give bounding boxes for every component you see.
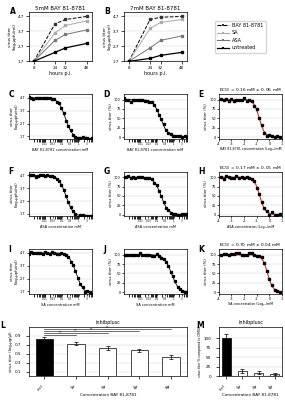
Y-axis label: virus titer (%): virus titer (%) [204,180,208,208]
X-axis label: BAY 81-8781 concentration mM: BAY 81-8781 concentration mM [32,148,88,152]
Y-axis label: virus titer (%): virus titer (%) [109,258,113,285]
Bar [238,371,247,376]
Text: M: M [197,321,204,330]
Text: E: E [198,90,204,98]
X-axis label: Concentration BAY 81-8781: Concentration BAY 81-8781 [222,393,279,397]
Text: **: ** [58,330,62,334]
Bar [222,338,231,376]
Text: C: C [8,90,14,98]
Y-axis label: virus titer
(log₂μpfu/ml): virus titer (log₂μpfu/ml) [10,181,19,207]
X-axis label: Concentration BAY 81-8781: Concentration BAY 81-8781 [80,393,136,397]
Text: **: ** [74,329,78,333]
Text: I: I [8,245,11,254]
X-axis label: SA concentration mM: SA concentration mM [41,303,80,307]
X-axis label: ASA concentration mM: ASA concentration mM [135,225,176,229]
Bar [99,348,117,376]
Title: EC$_{50}$ = 0.70 mM ± 0.04 mM: EC$_{50}$ = 0.70 mM ± 0.04 mM [219,242,282,249]
Text: L: L [0,321,5,330]
Y-axis label: virus titer (%): virus titer (%) [204,258,208,285]
Y-axis label: virus titer (%): virus titer (%) [109,103,113,130]
Text: B: B [105,7,110,16]
Title: EC$_{50}$ = 0.16 mM ± 0.06 mM: EC$_{50}$ = 0.16 mM ± 0.06 mM [219,86,282,94]
Y-axis label: virus titer
(log₂μpfu/ml): virus titer (log₂μpfu/ml) [8,23,17,50]
Y-axis label: virus titer
(log₂μpfu/ml): virus titer (log₂μpfu/ml) [103,23,111,50]
Title: 5mM BAY 81-8781: 5mM BAY 81-8781 [35,6,86,11]
X-axis label: hours p.i.: hours p.i. [49,71,72,76]
Bar [67,344,85,376]
Y-axis label: virus titer
(log₂μpfu/ml): virus titer (log₂μpfu/ml) [10,259,19,284]
Bar [254,372,263,376]
Title: EC$_{50}$ = 0.17 mM ± 0.05 mM: EC$_{50}$ = 0.17 mM ± 0.05 mM [219,164,282,172]
Title: inhibplusc: inhibplusc [95,320,120,325]
Text: H: H [198,167,205,176]
Text: **: ** [106,325,109,329]
Y-axis label: virus titer % compared to DMSO: virus titer % compared to DMSO [198,326,202,377]
X-axis label: ASA concentration (Log₁₀)mM: ASA concentration (Log₁₀)mM [227,225,274,229]
Y-axis label: virus titer
(log₂μpfu/ml): virus titer (log₂μpfu/ml) [10,104,19,129]
Text: **: ** [90,327,94,331]
Bar [131,350,148,376]
Bar [162,357,180,376]
Bar [36,339,53,376]
X-axis label: SA concentration (Log₁₀)mM: SA concentration (Log₁₀)mM [228,302,273,306]
Y-axis label: virus titer (log₂μg/μl): virus titer (log₂μg/μl) [9,331,13,372]
Text: K: K [198,245,204,254]
Text: F: F [8,167,13,176]
Text: G: G [103,167,109,176]
Title: 7mM BAY 81-8781: 7mM BAY 81-8781 [130,6,180,11]
Text: D: D [103,90,110,98]
X-axis label: BAY 81-8781 concentration mM: BAY 81-8781 concentration mM [127,148,184,152]
Title: inhibplusc: inhibplusc [238,320,263,325]
Legend: BAY 81-8781, SA, ASA, untreated: BAY 81-8781, SA, ASA, untreated [215,21,266,53]
Bar [270,374,279,376]
X-axis label: ASA concentration mM: ASA concentration mM [40,225,81,229]
Text: J: J [103,245,106,254]
Y-axis label: virus titer (%): virus titer (%) [204,103,208,130]
X-axis label: hours p.i.: hours p.i. [144,71,167,76]
X-axis label: SA concentration mM: SA concentration mM [136,303,175,307]
Text: A: A [9,7,15,16]
X-axis label: BAY 81-8781 concentration (Log₁₀)mM: BAY 81-8781 concentration (Log₁₀)mM [220,147,281,151]
Y-axis label: virus titer (%): virus titer (%) [109,180,113,208]
